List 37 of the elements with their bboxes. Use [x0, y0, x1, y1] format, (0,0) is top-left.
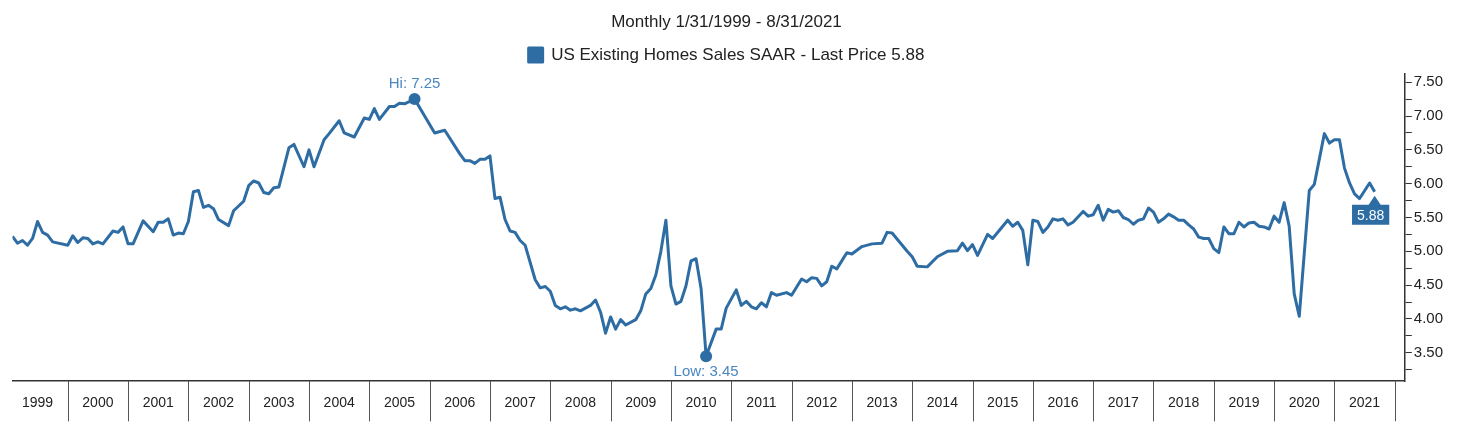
x-tick-label: 1999 — [21, 394, 54, 411]
x-tick-label: 2006 — [444, 394, 476, 411]
y-tick-label: 4.00 — [1413, 309, 1444, 327]
x-tick-label: 2008 — [564, 394, 597, 411]
legend-label: US Existing Homes Sales SAAR - Last Price 5.88 — [551, 44, 925, 64]
annotation: 5.88 — [1357, 206, 1385, 223]
x-tick-label: 2014 — [926, 394, 959, 411]
x-tick-label: 2010 — [685, 394, 717, 411]
x-tick-label: 2002 — [202, 394, 235, 411]
x-tick-label: 2016 — [1047, 394, 1079, 411]
x-tick-label: 2009 — [625, 394, 657, 411]
x-tick-label: 2003 — [263, 394, 295, 411]
legend-title: Monthly 1/31/1999 - 8/31/2021 — [611, 12, 842, 32]
annotation: Low: 3.45 — [673, 361, 739, 379]
x-tick-label: 2015 — [987, 394, 1019, 411]
y-tick-label: 7.50 — [1413, 72, 1444, 90]
x-tick-label: 2001 — [142, 394, 174, 411]
x-tick-label: 2021 — [1349, 394, 1381, 411]
x-tick-label: 2017 — [1107, 394, 1140, 411]
x-tick-label: 2019 — [1228, 394, 1260, 411]
x-tick-label: 2012 — [806, 394, 838, 411]
x-tick-label: 2007 — [504, 394, 536, 411]
y-tick-label: 5.50 — [1413, 207, 1444, 225]
y-tick-label: 5.00 — [1413, 241, 1444, 259]
y-tick-label: 4.50 — [1413, 275, 1444, 293]
y-tick-label: 3.50 — [1413, 342, 1444, 360]
annotation: Hi: 7.25 — [388, 73, 441, 91]
x-tick-label: 2004 — [323, 394, 355, 411]
x-tick-label: 2011 — [746, 394, 777, 411]
x-tick-label: 2000 — [82, 394, 114, 411]
y-tick-label: 6.50 — [1413, 139, 1444, 157]
y-tick-label: 7.00 — [1413, 106, 1444, 124]
x-tick-label: 2020 — [1288, 394, 1321, 411]
x-tick-label: 2005 — [383, 394, 416, 411]
x-tick-label: 2013 — [866, 394, 898, 411]
x-tick-label: 2018 — [1168, 394, 1200, 411]
y-tick-label: 6.00 — [1413, 173, 1444, 191]
